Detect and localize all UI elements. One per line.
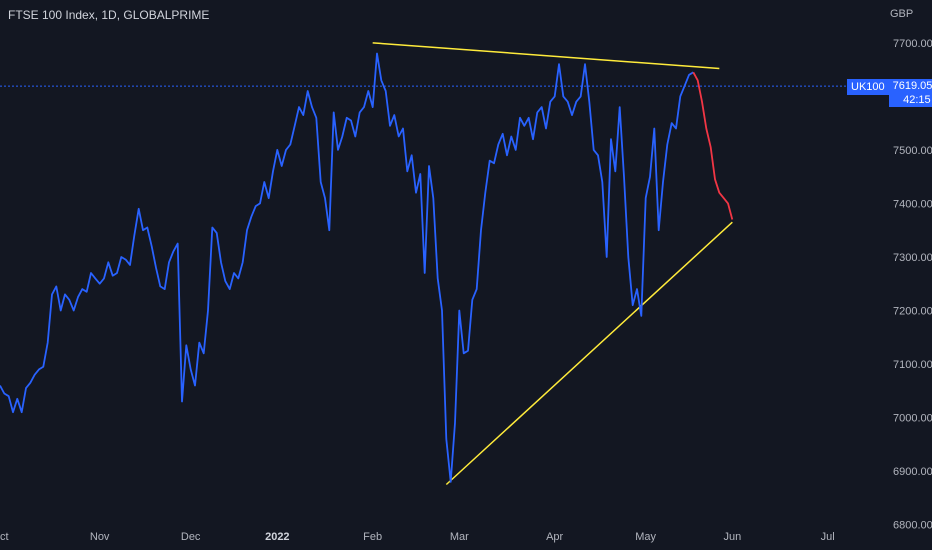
y-tick-label: 7200.00 — [893, 306, 932, 318]
price-line-series — [0, 52, 694, 483]
y-tick-label: 7400.00 — [893, 198, 932, 210]
y-tick-label: 7700.00 — [893, 38, 932, 50]
y-tick-label: 7100.00 — [893, 359, 932, 371]
y-tick-label: 7300.00 — [893, 252, 932, 264]
x-tick-label: 2022 — [265, 531, 289, 543]
symbol-label: UK100 — [847, 79, 889, 96]
x-tick-label: Dec — [181, 531, 201, 543]
y-tick-label: 7500.00 — [893, 145, 932, 157]
price-box: 7619.05 42:15 — [888, 79, 932, 109]
trendline[interactable] — [372, 42, 720, 70]
x-tick-label: Nov — [90, 531, 110, 543]
x-tick-label: May — [635, 531, 656, 543]
trendline[interactable] — [445, 221, 733, 486]
trendlines[interactable] — [372, 42, 733, 486]
series-group — [0, 52, 734, 483]
x-tick-label: Feb — [363, 531, 382, 543]
y-tick-label: 6900.00 — [893, 466, 932, 478]
x-tick-label: Oct — [0, 531, 9, 543]
x-tick-label: Apr — [546, 531, 563, 543]
x-axis: Oct Nov Dec 2022 Feb Mar Apr May Jun Jul — [0, 531, 835, 543]
currency-label: GBP — [890, 8, 913, 20]
price-tag: UK100 7619.05 42:15 — [847, 79, 932, 109]
x-tick-label: Mar — [450, 531, 469, 543]
chart-title: FTSE 100 Index, 1D, GLOBALPRIME — [8, 8, 210, 22]
last-price-label: 7619.05 — [888, 79, 932, 94]
x-tick-label: Jul — [821, 531, 835, 543]
x-tick-label: Jun — [723, 531, 741, 543]
y-tick-label: 6800.00 — [893, 520, 932, 532]
projection-line — [692, 71, 734, 220]
countdown-label: 42:15 — [888, 93, 932, 108]
y-tick-label: 7000.00 — [893, 413, 932, 425]
